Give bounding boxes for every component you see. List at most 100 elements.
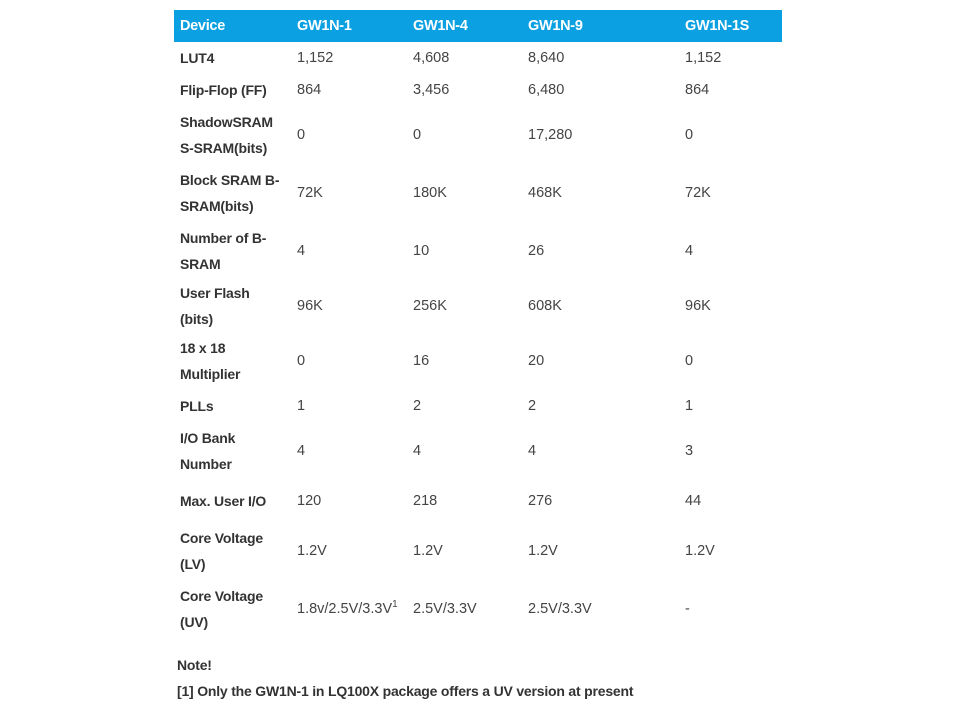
table-cell: 96K [291, 280, 407, 332]
header-device: Device [174, 10, 291, 42]
header-gw1n-9: GW1N-9 [522, 10, 679, 42]
table-cell: 180K [407, 164, 522, 222]
table-cell: 0 [679, 106, 782, 164]
table-cell: 72K [679, 164, 782, 222]
row-label: Core Voltage (UV) [180, 588, 263, 630]
table-cell: 4,608 [407, 42, 522, 74]
cell-value: 8,640 [528, 50, 565, 66]
table-row: LUT4 1,152 4,608 8,640 1,152 [174, 42, 782, 74]
header-gw1n-1: GW1N-1 [291, 10, 407, 42]
table-cell: 4 [291, 222, 407, 280]
table-cell: 8,640 [522, 42, 679, 74]
table-cell: 1 [679, 390, 782, 422]
cell-value: 276 [528, 493, 553, 509]
table-row: Flip-Flop (FF) 864 3,456 6,480 864 [174, 74, 782, 106]
table-cell: 17,280 [522, 106, 679, 164]
cell-value: 20 [528, 353, 545, 369]
row-label: ShadowSRAM S-SRAM(bits) [180, 114, 273, 156]
cell-value: 2 [528, 398, 537, 414]
cell-value: 1,152 [685, 50, 722, 66]
device-comparison-table: Device GW1N-1 GW1N-4 GW1N-9 GW1N-1S LUT4… [174, 10, 782, 638]
table-cell: 72K [291, 164, 407, 222]
table-cell: 44 [679, 480, 782, 522]
table-cell: 3,456 [407, 74, 522, 106]
table-cell: - [679, 580, 782, 638]
table-cell: 1.2V [679, 522, 782, 580]
cell-value: 72K [297, 185, 323, 201]
cell-value: 26 [528, 243, 545, 259]
table-cell: 1.8v/2.5V/3.3V1 [291, 580, 407, 638]
row-label: Core Voltage (LV) [180, 530, 263, 572]
table-row: I/O Bank Number 4 4 4 3 [174, 422, 782, 480]
row-label: LUT4 [180, 50, 215, 66]
cell-value: 4 [685, 243, 694, 259]
table-cell: 1,152 [679, 42, 782, 74]
table-cell: 1.2V [291, 522, 407, 580]
row-label: Flip-Flop (FF) [180, 82, 267, 98]
row-label: Number of B-SRAM [180, 230, 267, 272]
cell-value: 1 [685, 398, 694, 414]
cell-value: 2.5V/3.3V [528, 601, 592, 617]
table-row: Core Voltage (UV) 1.8v/2.5V/3.3V1 2.5V/3.3… [174, 580, 782, 638]
table-cell: 2 [407, 390, 522, 422]
table-cell: 1.2V [407, 522, 522, 580]
cell-value: 96K [297, 298, 323, 314]
cell-value: 468K [528, 185, 562, 201]
table-row: Max. User I/O 120 218 276 44 [174, 480, 782, 522]
cell-value: 96K [685, 298, 711, 314]
cell-value: 1,152 [297, 50, 334, 66]
table-row: PLLs 1 2 2 1 [174, 390, 782, 422]
cell-value: 864 [297, 82, 322, 98]
table-cell: 608K [522, 280, 679, 332]
cell-value: 1.2V [413, 543, 443, 559]
cell-value: 1.2V [685, 543, 715, 559]
cell-value: 2.5V/3.3V [413, 601, 477, 617]
cell-value: 4 [297, 243, 306, 259]
table-cell: 26 [522, 222, 679, 280]
table-cell: 276 [522, 480, 679, 522]
table-cell: 1 [291, 390, 407, 422]
table-cell: 3 [679, 422, 782, 480]
cell-value: 44 [685, 493, 702, 509]
cell-value: 0 [413, 127, 422, 143]
cell-value: 4,608 [413, 50, 450, 66]
cell-value: 16 [413, 353, 430, 369]
cell-value: 4 [528, 443, 537, 459]
cell-value: 6,480 [528, 82, 565, 98]
table-cell: 468K [522, 164, 679, 222]
table-row: Block SRAM B-SRAM(bits) 72K 180K 468K 72K [174, 164, 782, 222]
table-cell: 2 [522, 390, 679, 422]
table-cell: 864 [291, 74, 407, 106]
table-row: ShadowSRAM S-SRAM(bits) 0 0 17,280 0 [174, 106, 782, 164]
header-gw1n-1s: GW1N-1S [679, 10, 782, 42]
cell-value: 10 [413, 243, 430, 259]
row-label: PLLs [180, 398, 214, 414]
row-label: User Flash (bits) [180, 285, 250, 327]
table-cell: 0 [291, 106, 407, 164]
table-cell: 4 [291, 422, 407, 480]
cell-value: 2 [413, 398, 422, 414]
cell-value: 1.2V [528, 543, 558, 559]
cell-value: 4 [297, 443, 306, 459]
table-row: 18 x 18 Multiplier 0 16 20 0 [174, 332, 782, 390]
note-title: Note! [177, 657, 212, 673]
cell-value: 1.2V [297, 543, 327, 559]
table-cell: 16 [407, 332, 522, 390]
table-cell: 96K [679, 280, 782, 332]
table-cell: 256K [407, 280, 522, 332]
table-cell: 864 [679, 74, 782, 106]
cell-value: 256K [413, 298, 447, 314]
cell-value: 3,456 [413, 82, 450, 98]
row-label: 18 x 18 Multiplier [180, 340, 241, 382]
table-cell: 1.2V [522, 522, 679, 580]
cell-value: 864 [685, 82, 710, 98]
table-cell: 0 [679, 332, 782, 390]
table-cell: 4 [679, 222, 782, 280]
table-cell: 2.5V/3.3V [407, 580, 522, 638]
cell-value: 1.8v/2.5V/3.3V [297, 601, 393, 617]
cell-value: 72K [685, 185, 711, 201]
cell-value: 0 [297, 353, 306, 369]
cell-value: 4 [413, 443, 422, 459]
footnote-mark: 1 [392, 599, 398, 610]
table-cell: 0 [407, 106, 522, 164]
